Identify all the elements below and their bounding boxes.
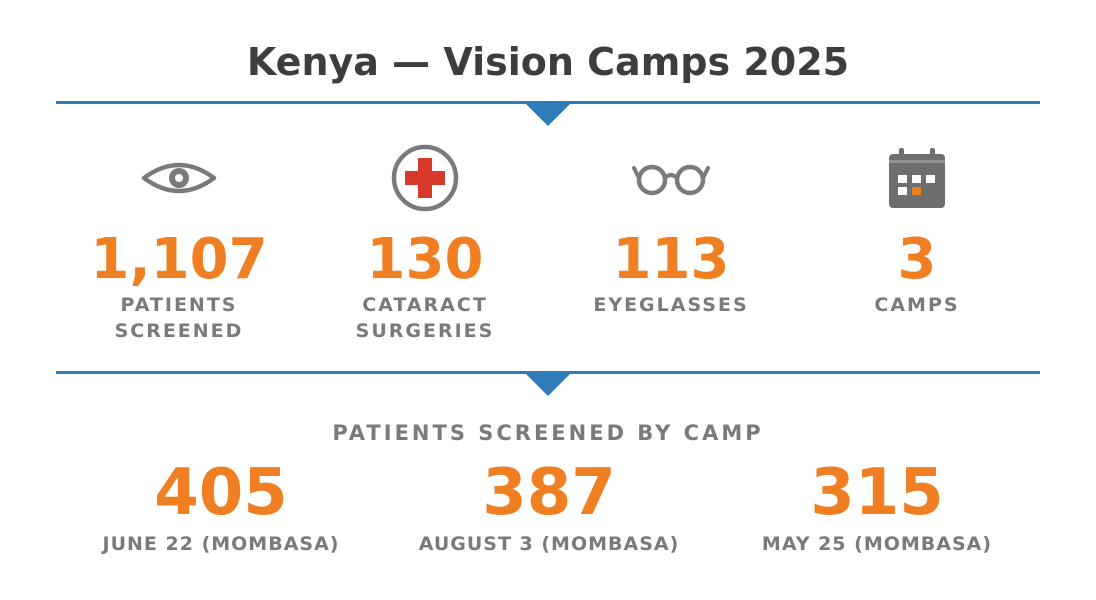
stat-label: PATIENTS SCREENED: [114, 294, 244, 342]
camp-stat: 315 MAY 25 (MOMBASA): [712, 456, 1042, 556]
camp-value: 315: [810, 456, 944, 530]
middle-divider: [56, 371, 1040, 374]
stat-camps: 3 CAMPS: [787, 140, 1047, 318]
top-divider-arrow: [525, 103, 571, 126]
stat-value: 1,107: [90, 227, 268, 292]
middle-divider-arrow: [525, 373, 571, 396]
eye-icon: [49, 140, 309, 216]
top-divider: [56, 101, 1040, 104]
camp-label: MAY 25 (MOMBASA): [761, 533, 993, 556]
stat-patients-screened: 1,107 PATIENTS SCREENED: [49, 140, 309, 344]
camp-label: JUNE 22 (MOMBASA): [102, 533, 340, 556]
calendar-icon: [787, 140, 1047, 216]
stat-cataract-surgeries: 130 CATARACT SURGERIES: [295, 140, 555, 344]
stat-value: 113: [612, 227, 730, 292]
medical-cross-icon: [295, 140, 555, 216]
camp-stat: 387 AUGUST 3 (MOMBASA): [384, 456, 714, 556]
stat-value: 3: [897, 227, 937, 292]
stat-value: 130: [366, 227, 484, 292]
camp-label: AUGUST 3 (MOMBASA): [418, 533, 680, 556]
section-title: PATIENTS SCREENED BY CAMP: [332, 421, 764, 445]
camp-value: 387: [482, 456, 616, 530]
eyeglasses-icon: [541, 140, 801, 216]
page-title: Kenya — Vision Camps 2025: [246, 40, 850, 84]
camp-stat: 405 JUNE 22 (MOMBASA): [56, 456, 386, 556]
stat-label: EYEGLASSES: [593, 294, 749, 316]
stat-eyeglasses: 113 EYEGLASSES: [541, 140, 801, 318]
stat-label: CATARACT SURGERIES: [355, 294, 495, 342]
camp-value: 405: [154, 456, 288, 530]
stat-label: CAMPS: [874, 294, 960, 316]
